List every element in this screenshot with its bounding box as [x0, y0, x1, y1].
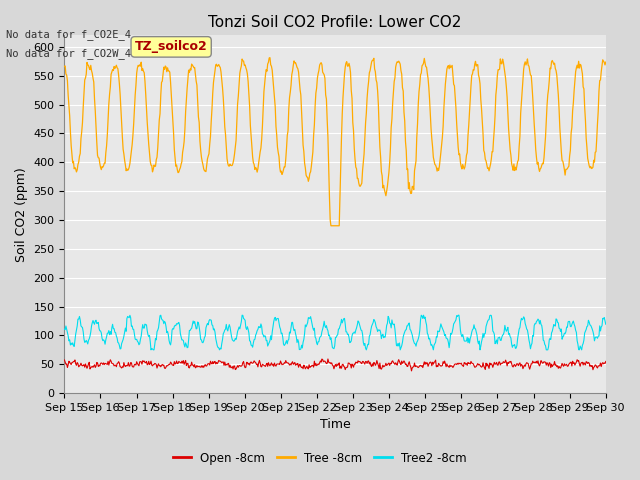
Y-axis label: Soil CO2 (ppm): Soil CO2 (ppm) [15, 167, 28, 262]
Title: Tonzi Soil CO2 Profile: Lower CO2: Tonzi Soil CO2 Profile: Lower CO2 [209, 15, 462, 30]
Text: TZ_soilco2: TZ_soilco2 [135, 40, 207, 53]
X-axis label: Time: Time [320, 419, 351, 432]
Legend: Open -8cm, Tree -8cm, Tree2 -8cm: Open -8cm, Tree -8cm, Tree2 -8cm [168, 447, 472, 469]
Text: No data for f_CO2E_4: No data for f_CO2E_4 [6, 29, 131, 40]
Text: No data for f_CO2W_4: No data for f_CO2W_4 [6, 48, 131, 59]
